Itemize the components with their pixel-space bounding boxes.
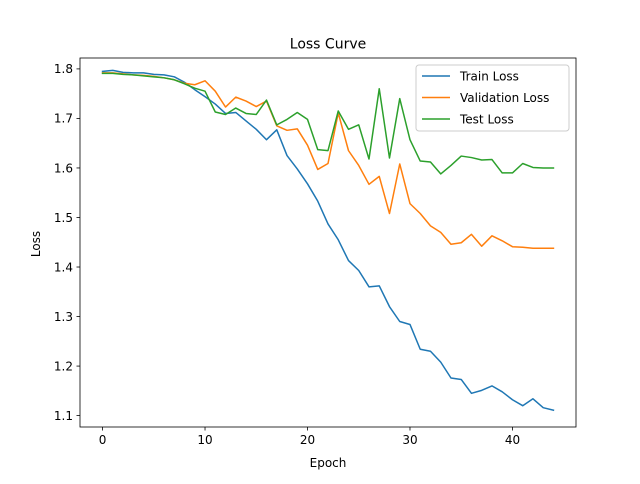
y-tick-label: 1.2 xyxy=(54,359,73,373)
y-tick-label: 1.5 xyxy=(54,211,73,225)
legend: Train Loss Validation Loss Test Loss xyxy=(415,64,570,132)
y-tick-label: 1.4 xyxy=(54,260,73,274)
y-axis-label: Loss xyxy=(29,231,43,257)
legend-box xyxy=(415,64,570,132)
y-tick-label: 1.3 xyxy=(54,310,73,324)
plot-area: 0 10 20 30 40 1.1 1.2 1.3 1.4 1.5 1.6 1.7 1.8 xyxy=(54,57,577,447)
y-tick-label: 1.1 xyxy=(54,409,73,423)
y-tick-label: 1.7 xyxy=(54,112,73,126)
legend-label-validation-loss: Validation Loss xyxy=(460,91,549,105)
x-tick-label: 0 xyxy=(99,433,107,447)
legend-label-train-loss: Train Loss xyxy=(459,69,519,83)
x-tick-label: 10 xyxy=(197,433,212,447)
y-tick-label: 1.6 xyxy=(54,161,73,175)
axes-frame xyxy=(79,57,577,428)
y-tick-label: 1.8 xyxy=(54,62,73,76)
x-axis-label: Epoch xyxy=(310,456,347,470)
x-tick-label: 30 xyxy=(402,433,417,447)
x-tick-label: 20 xyxy=(300,433,315,447)
legend-label-test-loss: Test Loss xyxy=(459,112,514,126)
chart-title: Loss Curve xyxy=(290,37,366,53)
x-tick-label: 40 xyxy=(505,433,520,447)
series-line-train-loss xyxy=(101,69,555,412)
series-line-test-loss xyxy=(101,72,555,175)
